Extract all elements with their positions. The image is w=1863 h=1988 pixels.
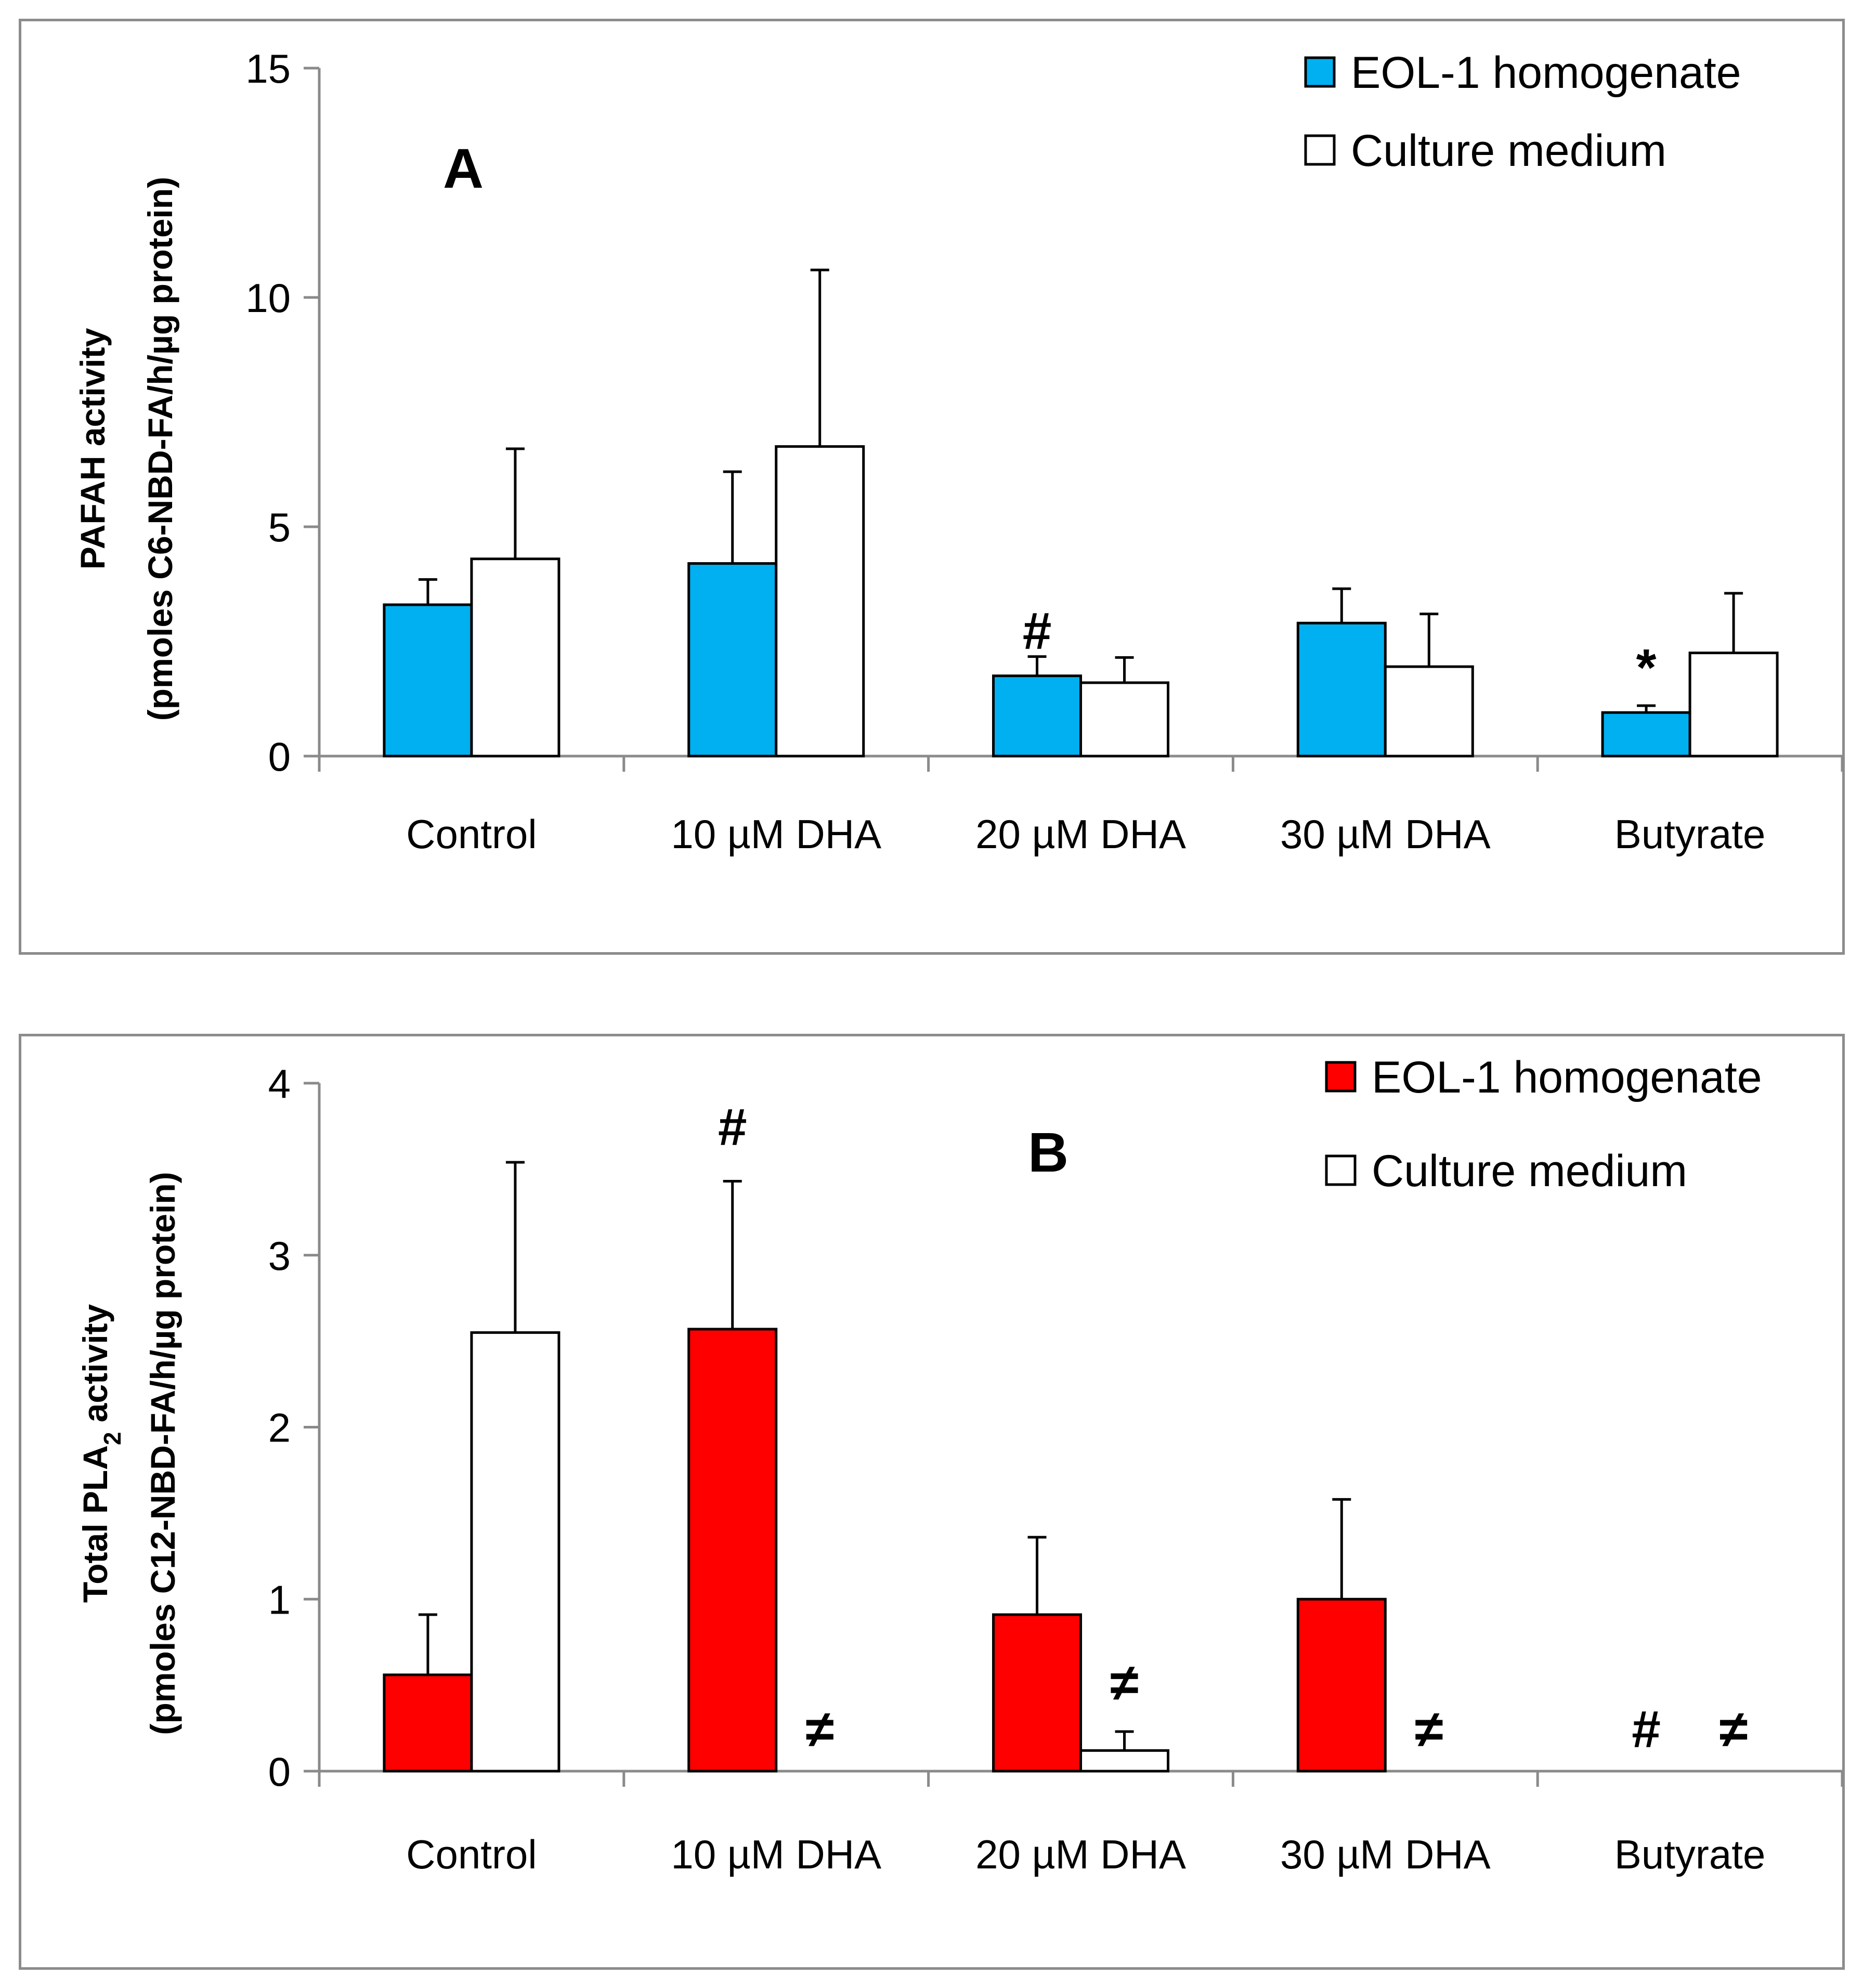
significance-marker: ≠	[805, 1700, 834, 1758]
significance-marker: #	[718, 1098, 747, 1157]
y-tick-label: 1	[268, 1577, 291, 1622]
y-axis-label: PAFAH activity (pmoles C6-NBD-FA/h/µg pro…	[73, 177, 179, 721]
x-tick-label: 30 µM DHA	[1280, 1831, 1491, 1877]
significance-marker: #	[1023, 602, 1052, 660]
panel-a: 0 5 10 15 Control 10 µM DHA 20 µM DHA 30 µM DHA…	[19, 19, 1845, 955]
chart-b: 0 1 2 3 4 Control 10 µM DHA 20 µM DHA 30 µM DHA B…	[76, 1053, 1844, 1877]
significance-marker: ≠	[1415, 1700, 1443, 1758]
y-tick-label: 0	[268, 734, 291, 779]
significance-marker: ≠	[1719, 1700, 1748, 1758]
bar-homogenate	[992, 674, 1082, 758]
bar-homogenate	[383, 603, 473, 758]
x-tick-label: 20 µM DHA	[975, 1831, 1186, 1877]
bar-medium	[470, 557, 561, 758]
significance-marker: ≠	[1110, 1654, 1139, 1712]
y-tick-label: 10	[245, 275, 291, 321]
x-tick-label: 10 µM DHA	[671, 1831, 881, 1877]
y-label-subscript: 2	[99, 1432, 126, 1446]
y-tick-label: 5	[268, 504, 291, 550]
bar-homogenate	[1296, 1597, 1387, 1773]
y-tick-label: 3	[268, 1233, 291, 1279]
bar-homogenate	[687, 562, 778, 758]
bar-medium	[1688, 652, 1779, 758]
bar-medium	[1079, 681, 1169, 758]
legend-label: EOL-1 homogenate	[1372, 1053, 1762, 1102]
y-axis-label-line2: (pmoles C6-NBD-FA/h/µg protein)	[141, 177, 179, 721]
x-tick-label: Butyrate	[1614, 811, 1765, 857]
bar-medium	[775, 445, 865, 758]
y-tick-label: 0	[268, 1749, 291, 1795]
bar-medium	[1079, 1749, 1169, 1773]
panel-letter: B	[1028, 1121, 1069, 1184]
bar-homogenate	[1601, 711, 1691, 758]
chart-a: 0 5 10 15 Control 10 µM DHA 20 µM DHA 30 µM DHA…	[73, 46, 1844, 857]
legend-swatch	[1325, 1154, 1357, 1186]
panel-b: 0 1 2 3 4 Control 10 µM DHA 20 µM DHA 30 µM DHA B…	[19, 1034, 1845, 1970]
panel-letter: A	[443, 137, 484, 200]
significance-marker: #	[1632, 1700, 1661, 1758]
y-axis-label: Total PLA2 activity (pmoles C12-NBD-FA/h/…	[76, 1172, 182, 1735]
y-tick-label: 2	[268, 1405, 291, 1451]
y-label-tail: activity	[76, 1304, 114, 1432]
bar-medium	[1384, 665, 1474, 758]
y-axis-label-line1: PAFAH activity	[73, 328, 112, 569]
bar-homogenate	[687, 1328, 778, 1773]
bar-homogenate	[383, 1673, 473, 1773]
legend-swatch	[1304, 56, 1336, 88]
x-tick-label: 20 µM DHA	[975, 811, 1186, 857]
x-tick-label: Control	[406, 811, 537, 857]
y-label-main: Total PLA	[76, 1445, 114, 1603]
y-axis-label-line2: (pmoles C12-NBD-FA/h/µg protein)	[144, 1172, 182, 1735]
y-axis-label-line1: Total PLA2 activity	[76, 1304, 126, 1603]
bar-medium	[470, 1331, 561, 1773]
x-tick-label: Butyrate	[1614, 1831, 1765, 1877]
legend-label: Culture medium	[1351, 126, 1666, 176]
y-tick-label: 4	[268, 1061, 291, 1107]
significance-marker: *	[1636, 639, 1657, 697]
bar-homogenate	[1296, 621, 1387, 758]
x-tick-label: 10 µM DHA	[671, 811, 881, 857]
legend-label: Culture medium	[1372, 1146, 1687, 1196]
legend-swatch	[1325, 1061, 1357, 1093]
y-tick-label: 15	[245, 46, 291, 92]
x-tick-label: 30 µM DHA	[1280, 811, 1491, 857]
x-tick-label: Control	[406, 1831, 537, 1877]
legend-swatch	[1304, 134, 1336, 166]
bar-homogenate	[992, 1613, 1082, 1773]
legend-label: EOL-1 homogenate	[1351, 48, 1741, 98]
